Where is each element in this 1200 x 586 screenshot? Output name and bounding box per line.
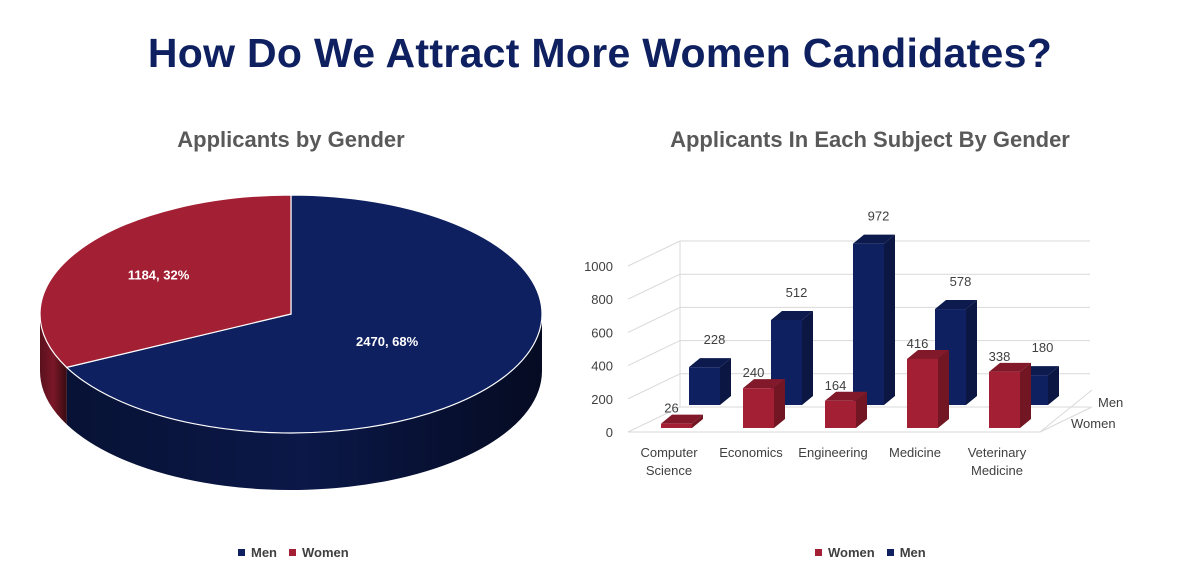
y-tick-label: 400 bbox=[591, 359, 613, 374]
bar-women-0-side bbox=[692, 414, 703, 428]
bar-women-3-top bbox=[907, 349, 949, 359]
category-label-2: Engineering bbox=[798, 445, 867, 460]
bar-men-0-top bbox=[689, 358, 731, 368]
grid-line-side bbox=[627, 240, 681, 267]
y-tick-label: 200 bbox=[591, 392, 613, 407]
depth-label-men: Men bbox=[1098, 395, 1123, 410]
bar-men-0-side bbox=[720, 358, 731, 405]
bar-chart-title: Applicants In Each Subject By Gender bbox=[670, 127, 1070, 152]
bar-legend-item-women: Women bbox=[815, 545, 875, 560]
bar-men-2-side bbox=[884, 234, 895, 405]
bar-women-4-top bbox=[989, 362, 1031, 372]
bar-men-2-front bbox=[853, 243, 884, 405]
bar-men-2 bbox=[853, 234, 895, 405]
bar-men-2-top bbox=[853, 234, 895, 244]
pie-slice-men bbox=[65, 194, 543, 434]
bar-women-1-top bbox=[743, 379, 785, 389]
grid-line-side bbox=[627, 273, 681, 300]
bar-women-3 bbox=[907, 349, 949, 428]
bar-men-1-side bbox=[802, 311, 813, 405]
bar-women-1-side bbox=[774, 379, 785, 428]
data-label-women-3: 416 bbox=[907, 336, 929, 351]
category-label-0: Science bbox=[646, 463, 692, 478]
bar-women-3-front bbox=[907, 358, 938, 428]
category-label-4: Veterinary bbox=[968, 445, 1027, 460]
bar-legend-item-men: Men bbox=[886, 545, 926, 560]
data-label-women-0: 26 bbox=[664, 401, 678, 416]
bar-women-0-front bbox=[661, 423, 692, 428]
page-title: How Do We Attract More Women Candidates? bbox=[147, 30, 1053, 76]
y-tick-label: 600 bbox=[591, 325, 613, 340]
bar-women-4-side bbox=[1020, 362, 1031, 428]
bar-men-0 bbox=[689, 358, 731, 405]
category-label-3: Medicine bbox=[889, 445, 941, 460]
bar-legend-swatch-men bbox=[886, 549, 894, 556]
bar-women-1 bbox=[743, 379, 785, 428]
data-label-men-4: 180 bbox=[1032, 340, 1054, 355]
data-label-women-2: 164 bbox=[825, 378, 847, 393]
bar-men-1-top bbox=[771, 311, 813, 321]
bar-women-2-side bbox=[856, 391, 867, 428]
bar-legend-label-men: Men bbox=[899, 545, 926, 560]
data-label-women-1: 240 bbox=[743, 365, 765, 380]
bar-men-0-front bbox=[689, 367, 720, 405]
legend-swatch-men bbox=[238, 549, 245, 556]
data-label-men-1: 512 bbox=[786, 285, 808, 300]
bar-women-4-front bbox=[989, 371, 1020, 428]
legend-label-men: Men bbox=[251, 545, 277, 560]
pie-side-men bbox=[66, 314, 543, 490]
depth-label-women: Women bbox=[1071, 416, 1116, 431]
bar-women-0 bbox=[661, 414, 703, 428]
grid-line-side bbox=[627, 406, 681, 433]
grid-line-side bbox=[627, 306, 681, 333]
bar-legend-label-women: Women bbox=[828, 545, 875, 560]
bar-women-2-front bbox=[825, 400, 856, 428]
bar-women-3-side bbox=[938, 349, 949, 428]
data-label-men-2: 972 bbox=[868, 209, 890, 224]
category-label-4: Medicine bbox=[971, 463, 1023, 478]
pie-label-men: 2470, 68% bbox=[356, 334, 419, 349]
data-label-men-3: 578 bbox=[950, 274, 972, 289]
pie-legend: Men Women bbox=[238, 545, 361, 560]
floor-right-edge bbox=[1039, 406, 1093, 433]
bar-women-0-top bbox=[661, 414, 703, 424]
y-tick-label: 1000 bbox=[584, 259, 613, 274]
y-tick-label: 800 bbox=[591, 292, 613, 307]
bar-women-2-top bbox=[825, 391, 867, 401]
legend-item-men: Men bbox=[238, 545, 277, 560]
pie-label-women: 1184, 32% bbox=[128, 267, 190, 282]
bar-women-1-front bbox=[743, 388, 774, 428]
bar-men-3-side bbox=[966, 300, 977, 405]
bar-men-3-top bbox=[935, 300, 977, 310]
depth-axis-line bbox=[1039, 389, 1093, 433]
legend-item-women: Women bbox=[289, 545, 349, 560]
y-tick-label: 0 bbox=[606, 425, 613, 440]
grid-line-side bbox=[627, 340, 681, 367]
legend-label-women: Women bbox=[302, 545, 349, 560]
data-label-men-0: 228 bbox=[704, 332, 726, 347]
pie-chart-title: Applicants by Gender bbox=[177, 127, 405, 152]
bar-women-2 bbox=[825, 391, 867, 428]
pie-chart: 2470, 68% 1184, 32% bbox=[39, 194, 543, 490]
bar-legend-swatch-women bbox=[815, 549, 822, 556]
category-label-0: Computer bbox=[640, 445, 698, 460]
pie-slice-women bbox=[39, 194, 292, 369]
data-label-women-4: 338 bbox=[989, 349, 1011, 364]
grid-line-side bbox=[627, 373, 681, 400]
bar-women-4 bbox=[989, 362, 1031, 428]
bar-men-4-side bbox=[1048, 366, 1059, 405]
bar-legend: Women Men bbox=[815, 545, 938, 560]
category-label-1: Economics bbox=[719, 445, 783, 460]
legend-swatch-women bbox=[289, 549, 296, 556]
